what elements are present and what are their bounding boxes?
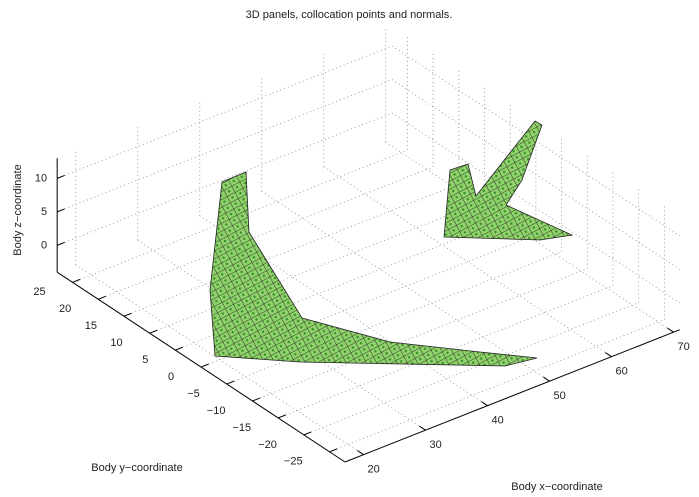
y-tick [124,313,131,316]
x-tick [419,426,425,430]
y-tick [98,296,105,299]
y-tick-label: 5 [142,354,148,366]
panel-mesh [210,121,572,366]
y-tick-label: −25 [284,456,303,468]
y-tick-label: 20 [59,303,71,315]
x-tick-label: 50 [553,390,565,402]
x-tick-label: 20 [367,464,379,476]
x-tick [481,402,487,406]
x-tick [605,353,611,357]
y-tick-label: −15 [233,422,252,434]
z-tick-label: 5 [41,206,47,218]
x-tick [357,451,363,455]
x-tick-label: 40 [491,415,503,427]
x-tick [667,328,673,332]
y-tick-label: 15 [85,320,97,332]
grid-line [124,184,459,316]
y-tick-label: 0 [168,371,174,383]
y-tick-label: 10 [110,337,122,349]
y-tick [150,330,157,333]
z-tick-label: 0 [41,239,47,251]
y-tick-label: −5 [187,388,200,400]
z-tick [57,209,64,212]
grid-line [304,303,639,435]
z-tick [57,242,64,245]
grid-line [57,46,392,178]
y-tick-label: 25 [33,286,45,298]
x-axis-label: Body x−coordinate [511,481,602,493]
y-tick-label: −10 [207,405,226,417]
y-axis-label: Body y−coordinate [91,462,182,474]
z-tick [57,175,64,178]
y-tick [330,449,337,452]
y-tick [227,381,234,384]
y-tick [252,398,259,401]
y-tick [278,415,285,418]
chart: 3D panels, collocation points and normal… [0,0,699,497]
x-tick-label: 60 [615,366,627,378]
y-tick [175,347,182,350]
wing-panels-right [444,121,572,240]
y-tick [201,364,208,367]
x-tick-label: 70 [677,341,689,353]
y-tick-label: −20 [258,439,277,451]
x-tick [543,377,549,381]
z-tick-label: 10 [35,172,47,184]
z-axis-label: Body z−coordinate [12,164,24,255]
x-tick-label: 30 [429,439,441,451]
grid [57,28,680,454]
axes: 20 30 40 50 60 70 −25 −20 −15 −10 −5 0 5 10 15 20 25 0 5 10 [33,158,689,475]
y-tick [304,432,311,435]
y-tick [73,279,80,282]
chart-title: 3D panels, collocation points and normal… [246,9,453,21]
grid-line [392,80,680,270]
grid-line [150,201,485,333]
y-axis [57,272,345,462]
